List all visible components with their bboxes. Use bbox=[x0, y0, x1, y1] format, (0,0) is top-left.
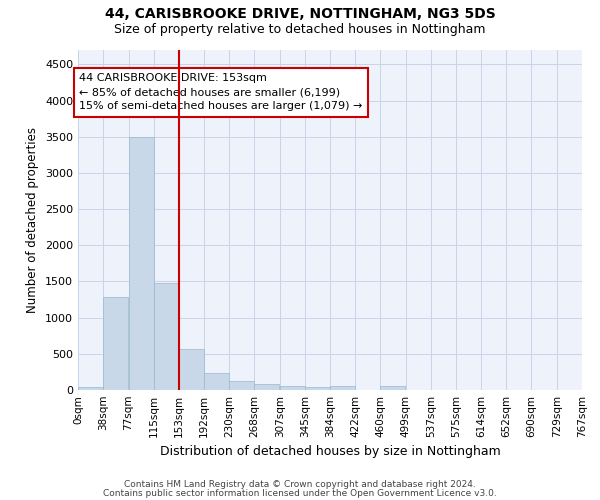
Text: 44 CARISBROOKE DRIVE: 153sqm
← 85% of detached houses are smaller (6,199)
15% of: 44 CARISBROOKE DRIVE: 153sqm ← 85% of de… bbox=[79, 73, 362, 111]
Text: Contains public sector information licensed under the Open Government Licence v3: Contains public sector information licen… bbox=[103, 488, 497, 498]
Bar bbox=[229, 382, 254, 390]
Text: 44, CARISBROOKE DRIVE, NOTTINGHAM, NG3 5DS: 44, CARISBROOKE DRIVE, NOTTINGHAM, NG3 5… bbox=[104, 8, 496, 22]
Bar bbox=[254, 384, 279, 390]
Bar bbox=[204, 372, 229, 390]
Y-axis label: Number of detached properties: Number of detached properties bbox=[26, 127, 40, 313]
Text: Contains HM Land Registry data © Crown copyright and database right 2024.: Contains HM Land Registry data © Crown c… bbox=[124, 480, 476, 489]
Text: Size of property relative to detached houses in Nottingham: Size of property relative to detached ho… bbox=[114, 22, 486, 36]
X-axis label: Distribution of detached houses by size in Nottingham: Distribution of detached houses by size … bbox=[160, 446, 500, 458]
Bar bbox=[305, 387, 329, 390]
Bar bbox=[78, 387, 103, 390]
Bar bbox=[331, 386, 355, 390]
Bar bbox=[179, 349, 203, 390]
Bar bbox=[280, 386, 305, 390]
Bar bbox=[103, 298, 128, 390]
Bar bbox=[128, 137, 154, 390]
Bar bbox=[380, 386, 405, 390]
Bar bbox=[154, 283, 179, 390]
